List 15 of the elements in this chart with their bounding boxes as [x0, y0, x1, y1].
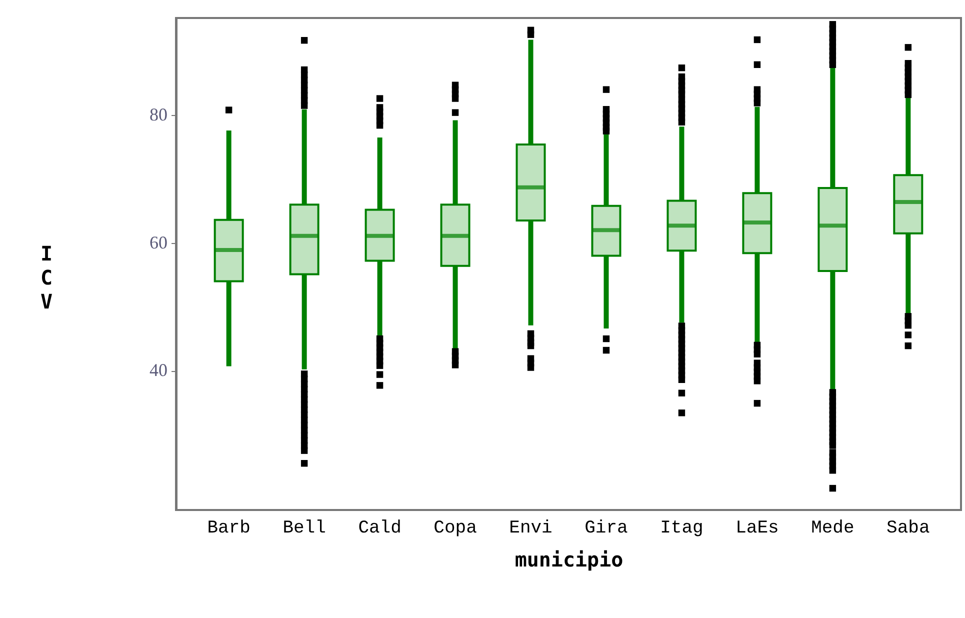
- x-tick-label: Cald: [358, 518, 402, 538]
- x-tick-label: Barb: [207, 518, 250, 538]
- y-tick-label: 60: [150, 232, 168, 252]
- x-tick-label: Mede: [811, 518, 854, 538]
- x-tick-label: Envi: [509, 518, 552, 538]
- x-tick-label: Gira: [584, 518, 628, 538]
- x-tick-label: Bell: [282, 518, 326, 538]
- x-tick-label: Itag: [660, 518, 704, 538]
- y-tick-label: 80: [150, 104, 168, 125]
- x-tick-label: Saba: [886, 518, 930, 538]
- x-tick-label: LaEs: [736, 518, 779, 538]
- x-tick-label: Copa: [434, 518, 478, 538]
- x-axis-title: municipio: [514, 548, 624, 572]
- y-axis-title: ICV: [40, 242, 53, 314]
- y-tick-label: 40: [150, 360, 168, 380]
